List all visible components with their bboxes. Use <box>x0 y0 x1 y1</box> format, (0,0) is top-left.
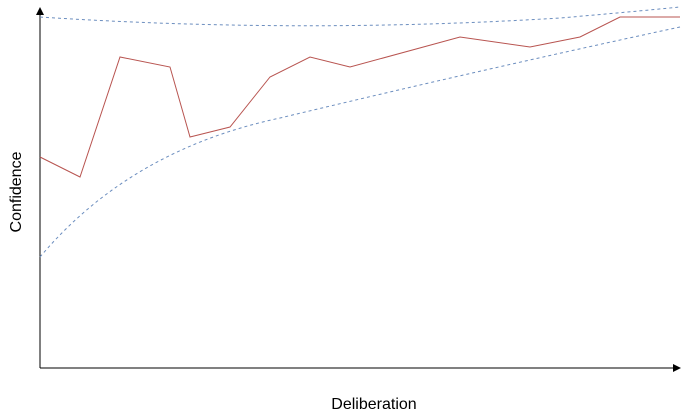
lower-bound <box>39 26 681 258</box>
confidence-line <box>39 16 680 178</box>
x-axis-label: Deliberation <box>331 396 416 413</box>
y-axis-label: Confidence <box>8 151 25 232</box>
upper-bound <box>39 6 681 27</box>
